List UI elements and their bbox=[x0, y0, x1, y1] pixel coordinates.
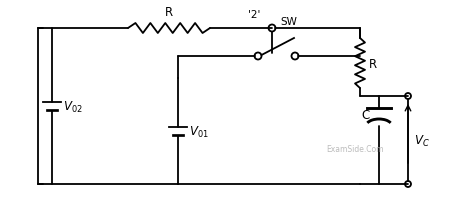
Text: SW: SW bbox=[280, 17, 297, 27]
Text: ExamSide.Com: ExamSide.Com bbox=[326, 144, 384, 153]
Text: R: R bbox=[165, 6, 173, 19]
Text: '2': '2' bbox=[248, 10, 260, 20]
Text: $V_{01}$: $V_{01}$ bbox=[189, 124, 209, 139]
Text: C: C bbox=[361, 109, 369, 122]
Text: R: R bbox=[369, 57, 377, 70]
Text: $V_{02}$: $V_{02}$ bbox=[63, 99, 82, 114]
Text: $V_C$: $V_C$ bbox=[414, 133, 430, 148]
